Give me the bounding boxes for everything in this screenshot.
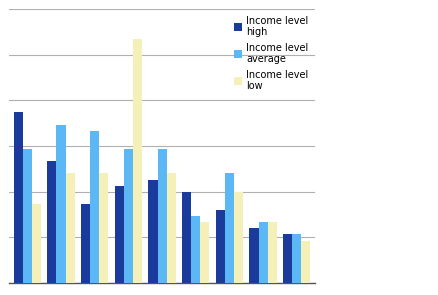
- Bar: [81, 204, 90, 283]
- Bar: [200, 222, 209, 283]
- Bar: [225, 173, 234, 283]
- Bar: [90, 131, 99, 283]
- Bar: [148, 180, 158, 283]
- Bar: [158, 149, 166, 283]
- Bar: [250, 228, 258, 283]
- Bar: [115, 186, 124, 283]
- Bar: [166, 173, 176, 283]
- Bar: [57, 125, 66, 283]
- Bar: [283, 235, 292, 283]
- Bar: [32, 204, 41, 283]
- Bar: [234, 192, 243, 283]
- Bar: [292, 235, 301, 283]
- Bar: [66, 173, 74, 283]
- Bar: [268, 222, 277, 283]
- Bar: [23, 149, 32, 283]
- Bar: [301, 240, 311, 283]
- Bar: [182, 192, 191, 283]
- Bar: [124, 149, 133, 283]
- Bar: [14, 112, 23, 283]
- Bar: [133, 39, 142, 283]
- Bar: [258, 222, 268, 283]
- Bar: [191, 216, 200, 283]
- Bar: [216, 210, 225, 283]
- Bar: [47, 161, 57, 283]
- Bar: [99, 173, 108, 283]
- Legend: Income level
high, Income level
average, Income level
low: Income level high, Income level average,…: [232, 14, 311, 93]
